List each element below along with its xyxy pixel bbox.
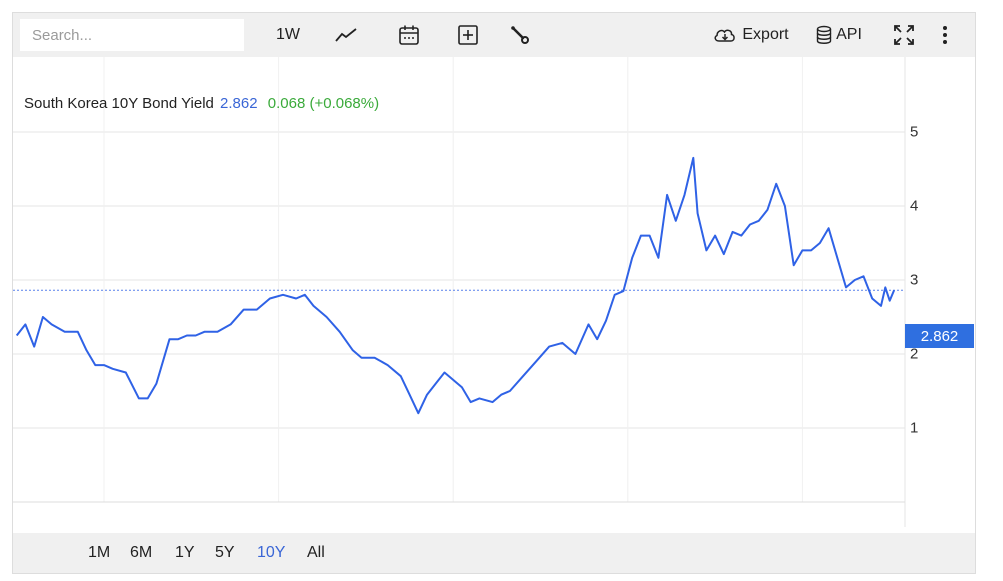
y-tick-label: 3 <box>910 271 919 289</box>
last-price-tag: 2.862 <box>905 324 974 348</box>
y-tick-label: 4 <box>910 197 919 215</box>
database-icon <box>816 25 832 44</box>
wrench-icon[interactable] <box>505 13 535 57</box>
fullscreen-icon[interactable] <box>889 13 919 57</box>
chart-area: South Korea 10Y Bond Yield 2.862 0.068 (… <box>13 57 975 572</box>
range-6m[interactable]: 6M <box>130 544 153 561</box>
cloud-download-icon <box>714 29 736 42</box>
more-vertical-icon[interactable] <box>933 13 957 57</box>
calendar-icon[interactable] <box>394 13 424 57</box>
chart-widget: 1W Export API South Korea 10 <box>12 12 976 574</box>
range-selector: 1M 6M 1Y 5Y 10Y All <box>13 533 975 573</box>
y-tick-label: 1 <box>910 419 919 437</box>
chart-header: South Korea 10Y Bond Yield 2.862 0.068 (… <box>24 95 379 112</box>
range-10y[interactable]: 10Y <box>257 544 286 561</box>
price-change: 0.068 (+0.068%) <box>267 95 380 112</box>
api-button[interactable]: API <box>813 13 865 57</box>
export-button[interactable]: Export <box>710 13 792 57</box>
api-label: API <box>836 26 862 43</box>
last-price: 2.862 <box>220 95 258 112</box>
range-5y[interactable]: 5Y <box>215 544 235 561</box>
y-tick-label: 5 <box>910 123 919 141</box>
range-1y[interactable]: 1Y <box>175 544 195 561</box>
export-label: Export <box>742 26 789 43</box>
chart-plot <box>13 57 906 527</box>
search-input[interactable] <box>20 19 244 51</box>
period-button[interactable]: 1W <box>276 26 300 43</box>
series-line <box>15 156 896 415</box>
range-1m[interactable]: 1M <box>88 544 111 561</box>
toolbar: 1W Export API <box>13 13 975 57</box>
line-chart-icon[interactable] <box>331 13 361 57</box>
plus-square-icon[interactable] <box>453 13 483 57</box>
range-all[interactable]: All <box>307 544 325 561</box>
y-tick-label: 2 <box>910 345 919 363</box>
instrument-name: South Korea 10Y Bond Yield <box>24 95 214 112</box>
